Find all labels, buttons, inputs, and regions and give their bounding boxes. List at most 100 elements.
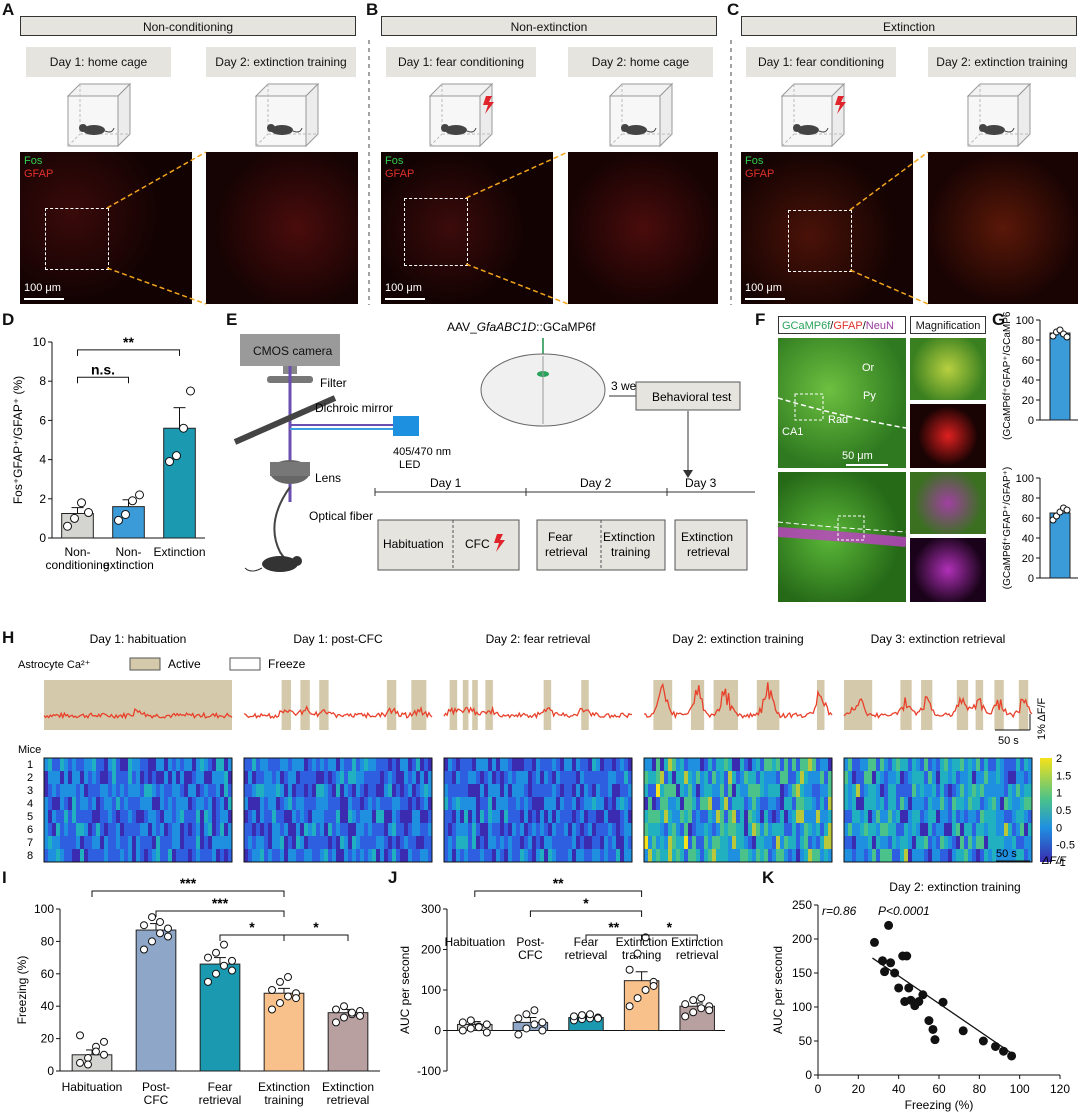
heatmap-cell [328, 771, 333, 784]
heatmap-cell [484, 823, 489, 836]
heatmap-cell [752, 849, 757, 862]
heatmap-cell [972, 836, 977, 849]
heatmap-cell [328, 810, 333, 823]
heatmap-cell [784, 836, 789, 849]
data-point [204, 953, 212, 962]
heatmap-cell [1028, 758, 1033, 771]
heatmap-cell [1024, 784, 1029, 797]
heatmap-cell [164, 823, 169, 836]
heatmap-cell [612, 797, 617, 810]
heatmap-cell [64, 849, 69, 862]
heatmap-cell [300, 823, 305, 836]
heatmap-cell [848, 836, 853, 849]
heatmap-cell [136, 823, 141, 836]
heatmap-cell [472, 784, 477, 797]
heatmap-cell [408, 784, 413, 797]
x-tick-label: CFC [518, 948, 543, 962]
legend-active: Active [168, 657, 201, 671]
data-point [538, 1026, 547, 1035]
heatmap-cell [808, 810, 813, 823]
heatmap-cell [824, 849, 829, 862]
heatmap-cell [872, 810, 877, 823]
heatmap-cell [140, 771, 145, 784]
heatmap-cell [816, 836, 821, 849]
heatmap-cell [760, 771, 765, 784]
heatmap-cell [348, 797, 353, 810]
panel-label-b: B [366, 0, 379, 19]
heatmap-cell [480, 797, 485, 810]
heatmap-cell [912, 784, 917, 797]
heatmap-cell [760, 810, 765, 823]
heatmap-cell [904, 849, 909, 862]
heatmap-cell [216, 758, 221, 771]
heatmap-cell [888, 810, 893, 823]
y-tick-label: 40 [1022, 375, 1034, 387]
heatmap-cell [660, 758, 665, 771]
heatmap-cell [476, 836, 481, 849]
heatmap-cell [544, 771, 549, 784]
y-tick-label: 80 [1022, 493, 1034, 505]
heatmap-cell [788, 758, 793, 771]
active-band [543, 680, 552, 730]
heatmap-cell [652, 836, 657, 849]
x-tick-label: Extinction [671, 935, 723, 949]
heatmap-cell [676, 771, 681, 784]
heatmap-cell [984, 810, 989, 823]
heatmap-cell [488, 771, 493, 784]
heatmap-cell [740, 823, 745, 836]
mouse-icon [262, 556, 298, 572]
heatmap-cell [696, 758, 701, 771]
heatmap-cell [952, 758, 957, 771]
heatmap-cell [248, 784, 253, 797]
heatmap-cell [552, 849, 557, 862]
heatmap-cell [88, 784, 93, 797]
cage-icon [67, 83, 131, 147]
heatmap-cell [528, 849, 533, 862]
heatmap-cell [664, 810, 669, 823]
heatmap-cell [528, 784, 533, 797]
heatmap-cell [608, 849, 613, 862]
heatmap-cell [384, 810, 389, 823]
heatmap-cell [672, 758, 677, 771]
sig-bracket [155, 910, 285, 917]
heatmap-cell [300, 797, 305, 810]
heatmap-cell [340, 810, 345, 823]
heatmap-cell [208, 784, 213, 797]
calcium-trace [243, 705, 433, 720]
heatmap-cell [316, 784, 321, 797]
y-tick-label: 2 [39, 492, 46, 506]
data-point [186, 386, 195, 396]
heatmap-cell [944, 758, 949, 771]
heatmap-cell [792, 771, 797, 784]
heatmap-cell [828, 771, 833, 784]
habituation-box [377, 519, 520, 571]
heatmap-cell [556, 836, 561, 849]
heatmap-cell [444, 758, 449, 771]
heatmap-cell [604, 836, 609, 849]
heatmap-cell [532, 849, 537, 862]
heatmap-cell [972, 771, 977, 784]
heatmap-cell [916, 784, 921, 797]
heatmap-cell [380, 784, 385, 797]
heatmap-cell [176, 758, 181, 771]
heatmap-cell [580, 797, 585, 810]
heatmap-cell [800, 758, 805, 771]
heatmap-cell [60, 810, 65, 823]
heatmap-cell [592, 797, 597, 810]
heatmap-cell [728, 771, 733, 784]
heatmap-cell [812, 758, 817, 771]
heatmap-cell [332, 836, 337, 849]
heatmap-cell [76, 797, 81, 810]
heatmap-cell [576, 784, 581, 797]
heatmap-cell [972, 810, 977, 823]
heatmap-cell [844, 758, 849, 771]
heatmap-cell [988, 758, 993, 771]
heatmap-cell [980, 810, 985, 823]
data-point [92, 1047, 100, 1056]
heatmap-cell [784, 758, 789, 771]
camera-box [240, 334, 340, 366]
heatmap-cell [428, 836, 433, 849]
heatmap-cell [464, 836, 469, 849]
dichroic-label: Dichroic mirror [315, 401, 393, 415]
heatmap-cell [324, 810, 329, 823]
